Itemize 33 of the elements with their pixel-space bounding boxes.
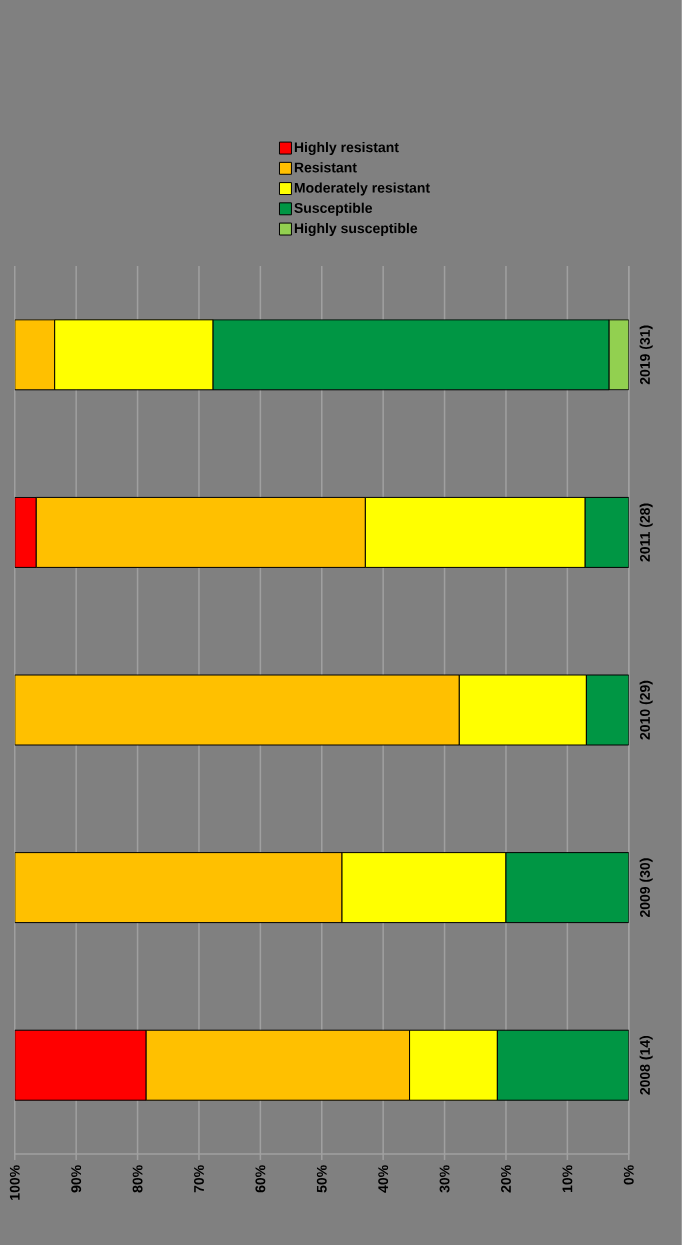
y-tick-label: 2010 (29): [639, 680, 653, 740]
legend-label: Highly resistant: [294, 141, 399, 156]
x-tick-label: 20%: [501, 1165, 512, 1193]
y-tick-label: 2019 (31): [639, 325, 653, 385]
y-tick-label: 2009 (30): [639, 858, 653, 918]
x-tick-label: 40%: [378, 1165, 389, 1193]
x-tick-label: 30%: [439, 1165, 450, 1193]
y-tick-label: 2011 (28): [639, 503, 653, 562]
bar: [14, 674, 460, 746]
y-tick-label: 2008 (14): [639, 1035, 653, 1095]
bar: [14, 1029, 147, 1101]
bar: [14, 496, 37, 568]
x-tick-label: 80%: [132, 1165, 143, 1193]
bar: [14, 319, 56, 391]
x-tick-label: 10%: [562, 1165, 573, 1193]
bar: [584, 496, 629, 568]
x-tick-label: 90%: [71, 1165, 82, 1193]
legend-label: Susceptible: [294, 202, 373, 216]
bar: [35, 496, 366, 568]
legend-label: Highly susceptible: [294, 222, 418, 237]
x-tick-label: 70%: [194, 1165, 205, 1193]
legend-label: Resistant: [294, 162, 357, 173]
bar: [14, 852, 343, 924]
bar: [586, 674, 629, 746]
legend-label: Moderately resistant: [294, 182, 430, 196]
x-tick-label: 100%: [9, 1165, 20, 1200]
bar: [145, 1029, 411, 1101]
x-tick-label: 0%: [623, 1165, 634, 1185]
x-tick-label: 60%: [255, 1165, 266, 1193]
bar: [496, 1029, 629, 1101]
bar: [212, 319, 610, 391]
x-tick-label: 50%: [316, 1165, 327, 1193]
bar: [505, 852, 629, 924]
